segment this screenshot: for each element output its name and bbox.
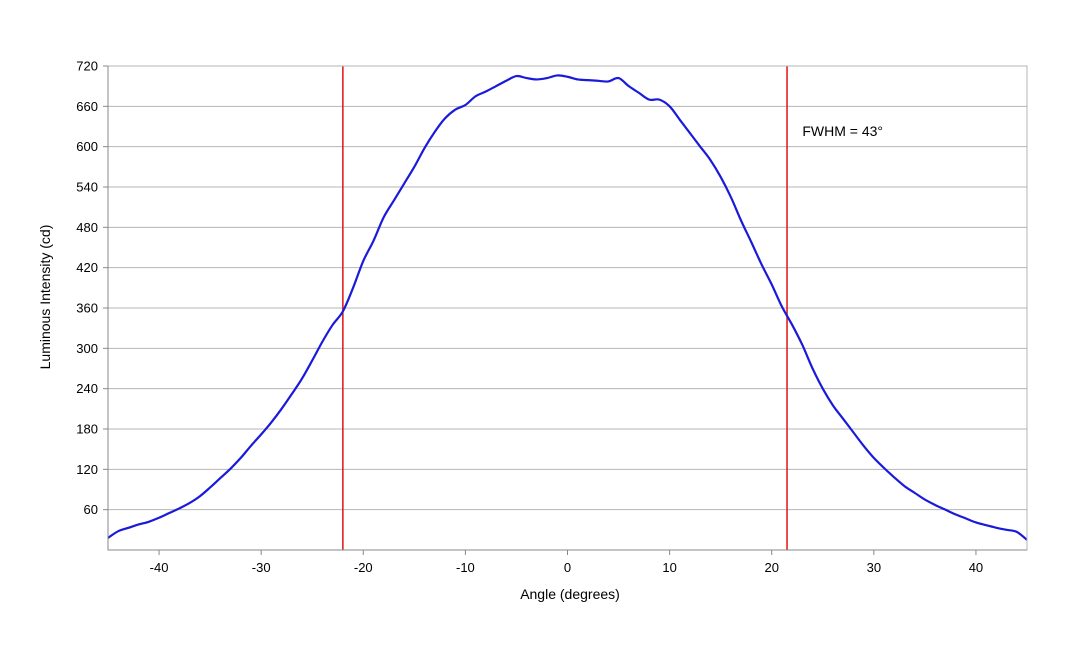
y-tick-label: 480 [76,220,98,235]
x-axis-title: Angle (degrees) [520,586,620,602]
y-tick-label: 60 [84,502,98,517]
y-tick-label: 600 [76,139,98,154]
x-tick-label: -40 [150,560,169,575]
x-tick-label: 30 [867,560,881,575]
x-tick-label: -30 [252,560,271,575]
labels: Angle (degrees) Luminous Intensity (cd) … [37,59,983,603]
x-tick-label: 20 [764,560,778,575]
y-tick-label: 540 [76,180,98,195]
x-tick-label: -10 [456,560,475,575]
x-tick-label: 10 [662,560,676,575]
y-tick-label: 720 [76,59,98,74]
y-axis-title: Luminous Intensity (cd) [37,225,53,370]
x-tick-label: -20 [354,560,373,575]
y-tick-label: 300 [76,341,98,356]
axes [103,65,1028,555]
series-layer [107,74,1028,541]
x-tick-label: 0 [564,560,571,575]
intensity-curve [107,74,1028,541]
grid-layer [108,65,1027,511]
y-tick-label: 360 [76,301,98,316]
fwhm-annotation: FWHM = 43° [802,123,883,139]
y-tick-label: 660 [76,99,98,114]
x-tick-label: 40 [969,560,983,575]
y-tick-label: 420 [76,260,98,275]
y-tick-label: 240 [76,381,98,396]
y-tick-label: 120 [76,462,98,477]
fwhm-marker-lines [342,66,788,550]
y-tick-label: 180 [76,422,98,437]
